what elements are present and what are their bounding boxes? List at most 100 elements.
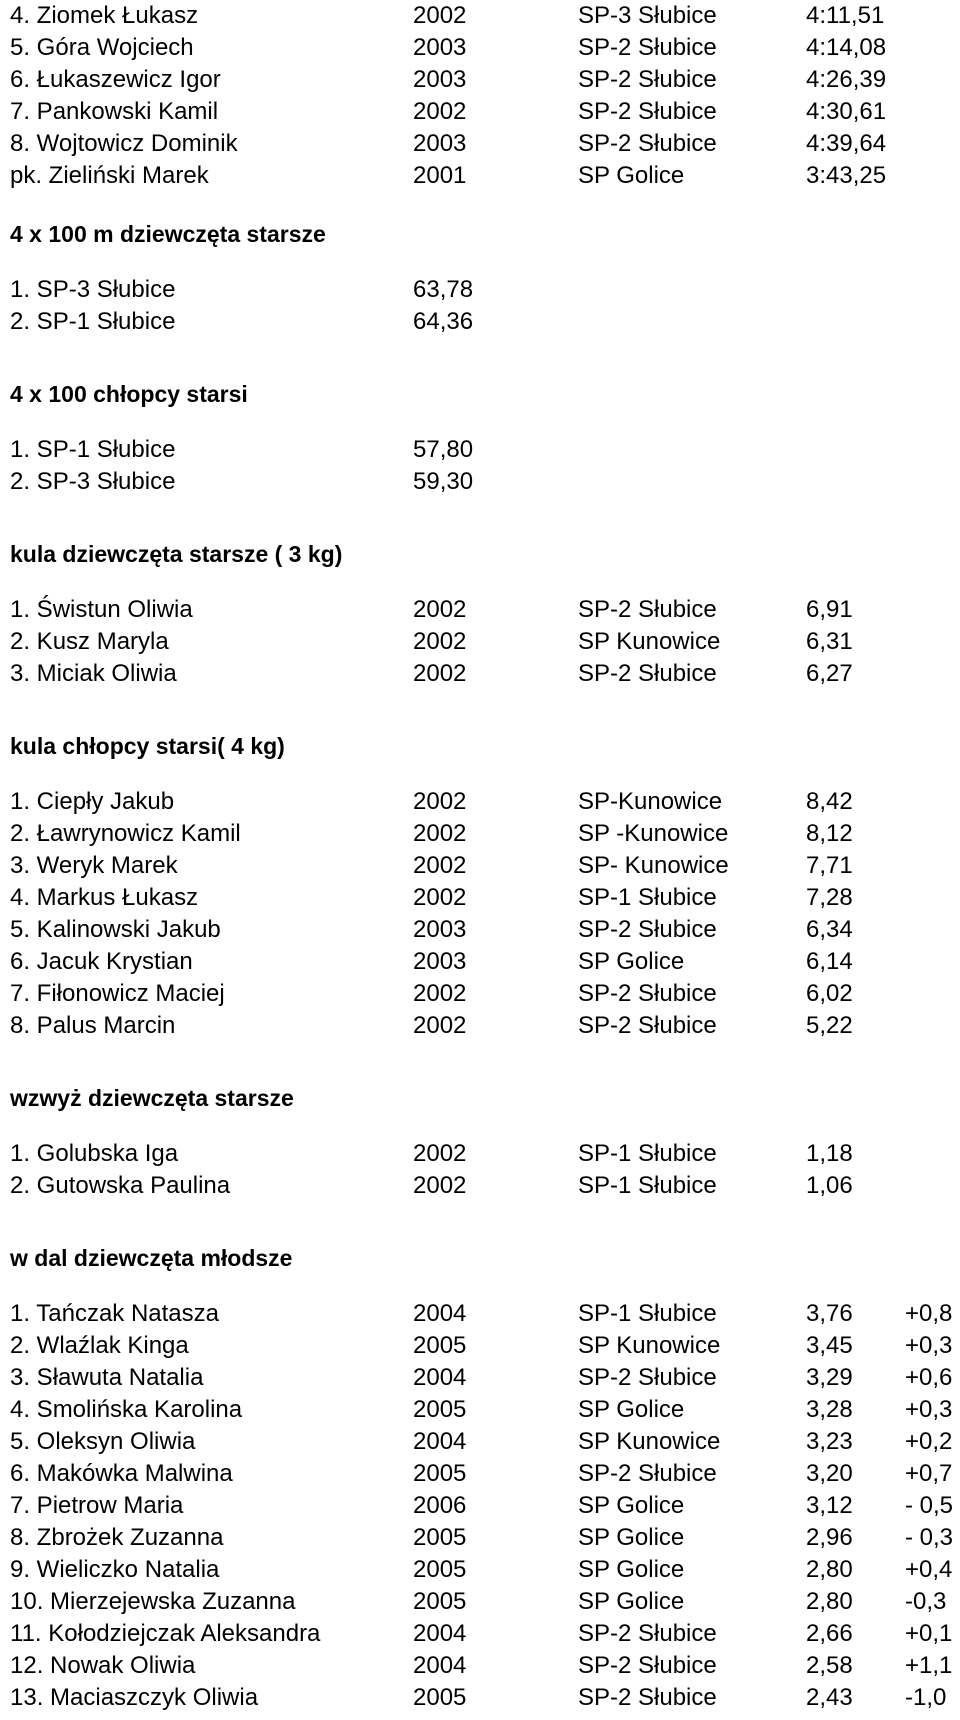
entry-name: 6. Makówka Malwina: [10, 1460, 233, 1487]
result-value: 1,06: [806, 1172, 853, 1199]
entry-name: 8. Palus Marcin: [10, 1012, 176, 1039]
wind-value: +0,2: [905, 1428, 953, 1455]
result-row: 5. Oleksyn Oliwia 2004 SP Kunowice 3,23 +0,2: [0, 1426, 960, 1458]
club-name: SP Golice: [578, 162, 685, 189]
club-name: SP-Kunowice: [578, 788, 723, 815]
result-row: 3. Miciak Oliwia 2002 SP-2 Słubice 6,27: [0, 658, 960, 690]
result-row: 4. Smolińska Karolina 2005 SP Golice 3,28 +0…: [0, 1394, 960, 1426]
result-value: 3,76: [806, 1300, 853, 1327]
result-row: 2. Wlaźlak Kinga 2005 SP Kunowice 3,45 +0,3: [0, 1330, 960, 1362]
result-value: 6,27: [806, 660, 853, 687]
entry-name: 5. Góra Wojciech: [10, 34, 194, 61]
club-name: SP-2 Słubice: [578, 916, 717, 943]
club-name: SP-2 Słubice: [578, 1460, 717, 1487]
result-row: 3. Weryk Marek 2002 SP- Kunowice 7,71: [0, 850, 960, 882]
entry-name: 1. Ciepły Jakub: [10, 788, 175, 815]
club-name: SP-2 Słubice: [578, 1364, 717, 1391]
entry-name: 6. Łukaszewicz Igor: [10, 66, 221, 93]
result-row: 4. Ziomek Łukasz 2002 SP-3 Słubice 4:11,51: [0, 0, 960, 32]
entry-name: 1. Golubska Iga: [10, 1140, 179, 1167]
result-value: 8,42: [806, 788, 853, 815]
birth-year: 2003: [413, 916, 467, 943]
result-row: 6. Jacuk Krystian 2003 SP Golice 6,14: [0, 946, 960, 978]
club-name: SP Golice: [578, 1524, 685, 1551]
birth-year: 2001: [413, 162, 467, 189]
club-name: SP- Kunowice: [578, 852, 729, 879]
result-row: 13. Maciaszczyk Oliwia 2005 SP-2 Słubice 2,…: [0, 1682, 960, 1714]
club-name: SP Golice: [578, 1556, 685, 1583]
birth-year: 2005: [413, 1460, 467, 1487]
entry-name: 4. Smolińska Karolina: [10, 1396, 243, 1423]
result-value: 4:30,61: [806, 98, 887, 125]
result-value: 4:14,08: [806, 34, 887, 61]
result-value: 1,18: [806, 1140, 853, 1167]
entry-name: 5. Oleksyn Oliwia: [10, 1428, 196, 1455]
wind-value: +1,1: [905, 1652, 953, 1679]
result-row: 2. Gutowska Paulina 2002 SP-1 Słubice 1,06: [0, 1170, 960, 1202]
birth-year: 2005: [413, 1396, 467, 1423]
birth-year: 2003: [413, 66, 467, 93]
birth-year: 2002: [413, 1012, 467, 1039]
result-value: 7,71: [806, 852, 853, 879]
club-name: SP-2 Słubice: [578, 1684, 717, 1711]
result-row: 1. Ciepły Jakub 2002 SP-Kunowice 8,42: [0, 786, 960, 818]
club-name: SP Golice: [578, 948, 685, 975]
result-value: 3,45: [806, 1332, 853, 1359]
result-value: 6,14: [806, 948, 853, 975]
wind-value: +0,4: [905, 1556, 953, 1583]
result-row: 8. Palus Marcin 2002 SP-2 Słubice 5,22: [0, 1010, 960, 1042]
entry-name: 7. Pankowski Kamil: [10, 98, 219, 125]
club-name: SP Kunowice: [578, 1428, 721, 1455]
entry-name: 3. Sławuta Natalia: [10, 1364, 204, 1391]
result-value: 2,58: [806, 1652, 853, 1679]
club-name: SP Kunowice: [578, 628, 721, 655]
club-name: SP-2 Słubice: [578, 596, 717, 623]
club-name: SP Golice: [578, 1492, 685, 1519]
club-name: SP-1 Słubice: [578, 1140, 717, 1167]
wind-value: +0,6: [905, 1364, 953, 1391]
result-row: 10. Mierzejewska Zuzanna 2005 SP Golice 2,8…: [0, 1586, 960, 1618]
birth-year: 2003: [413, 948, 467, 975]
entry-name: 8. Zbrożek Zuzanna: [10, 1524, 224, 1551]
club-name: SP Golice: [578, 1588, 685, 1615]
club-name: SP-2 Słubice: [578, 34, 717, 61]
result-value: 3:43,25: [806, 162, 887, 189]
entry-name: 8. Wojtowicz Dominik: [10, 130, 238, 157]
result-row: 2. Kusz Maryla 2002 SP Kunowice 6,31: [0, 626, 960, 658]
result-row: 12. Nowak Oliwia 2004 SP-2 Słubice 2,58 +1,1: [0, 1650, 960, 1682]
result-value: 2,80: [806, 1588, 853, 1615]
result-row: 6. Makówka Malwina 2005 SP-2 Słubice 3,20 +0…: [0, 1458, 960, 1490]
club-name: SP-2 Słubice: [578, 66, 717, 93]
entry-name: 6. Jacuk Krystian: [10, 948, 193, 975]
result-row: 4. Markus Łukasz 2002 SP-1 Słubice 7,28: [0, 882, 960, 914]
wind-value: -1,0: [905, 1684, 947, 1711]
club-name: SP -Kunowice: [578, 820, 729, 847]
club-name: SP-1 Słubice: [578, 1172, 717, 1199]
result-value: 5,22: [806, 1012, 853, 1039]
entry-name: 13. Maciaszczyk Oliwia: [10, 1684, 259, 1711]
result-row: 7. Fiłonowicz Maciej 2002 SP-2 Słubice 6,02: [0, 978, 960, 1010]
birth-year: 2003: [413, 34, 467, 61]
birth-year: 2004: [413, 1364, 467, 1391]
section-heading: 4 x 100 chłopcy starsi: [10, 381, 248, 407]
result-value: 6,34: [806, 916, 853, 943]
section-heading: kula dziewczęta starsze ( 3 kg): [10, 541, 343, 567]
result-row: 5. Góra Wojciech 2003 SP-2 Słubice 4:14,08: [0, 32, 960, 64]
club-name: SP-3 Słubice: [578, 2, 717, 29]
wind-value: +0,3: [905, 1332, 953, 1359]
result-row: 8. Zbrożek Zuzanna 2005 SP Golice 2,96 - 0,3: [0, 1522, 960, 1554]
result-value: 2,80: [806, 1556, 853, 1583]
result-value: 2,96: [806, 1524, 853, 1551]
birth-year: 2005: [413, 1332, 467, 1359]
entry-name: 1. Świstun Oliwia: [10, 596, 193, 623]
result-row: 5. Kalinowski Jakub 2003 SP-2 Słubice 6,34: [0, 914, 960, 946]
result-row: 6. Łukaszewicz Igor 2003 SP-2 Słubice 4:26,…: [0, 64, 960, 96]
entry-name: 2. Gutowska Paulina: [10, 1172, 231, 1199]
entry-name: 4. Markus Łukasz: [10, 884, 199, 911]
club-name: SP-1 Słubice: [578, 884, 717, 911]
result-value: 3,20: [806, 1460, 853, 1487]
section-heading: kula chłopcy starsi( 4 kg): [10, 733, 285, 759]
birth-year: 2005: [413, 1556, 467, 1583]
entry-name: 1. Tańczak Natasza: [10, 1300, 220, 1327]
wind-value: - 0,3: [905, 1524, 954, 1551]
